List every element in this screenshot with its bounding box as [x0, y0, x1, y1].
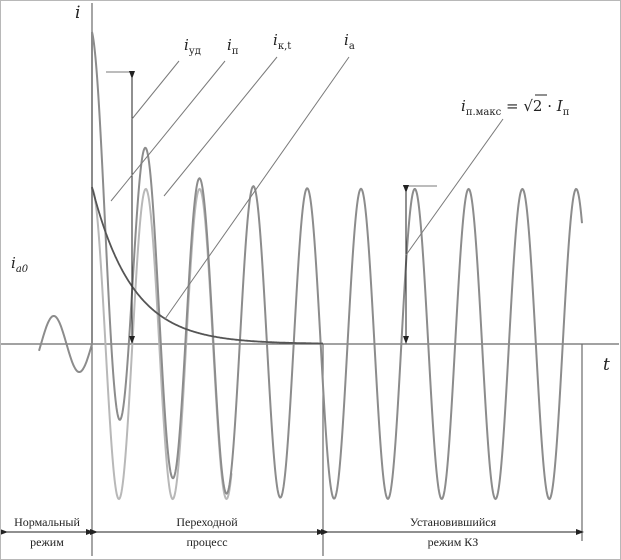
label-iud: iуд	[184, 36, 201, 57]
time-axis-label: t	[603, 355, 610, 375]
label-ia: iа	[344, 31, 355, 52]
label-ip: iп	[227, 36, 239, 57]
leader-iud	[131, 60, 180, 120]
stage-normal-line1: Нормальный	[14, 515, 80, 529]
stage-normal-line2: режим	[30, 535, 64, 549]
stage-transient-line2: процесс	[186, 535, 227, 549]
leader-ia	[164, 56, 350, 320]
amplitude-formula: iп.макс = √2 · Iп	[461, 97, 570, 118]
label-ikt: iк,t	[273, 31, 291, 52]
stage-steady-line1: Установившийся	[410, 515, 497, 529]
stage-steady-line2: режим КЗ	[428, 535, 479, 549]
current-axis-label: i	[75, 3, 80, 23]
leader-ikt	[163, 56, 278, 197]
leader-formula	[405, 118, 504, 256]
label-ia0: ia0	[11, 254, 29, 275]
leader-ip	[110, 60, 226, 202]
stage-transient-line1: Переходной	[176, 515, 238, 529]
